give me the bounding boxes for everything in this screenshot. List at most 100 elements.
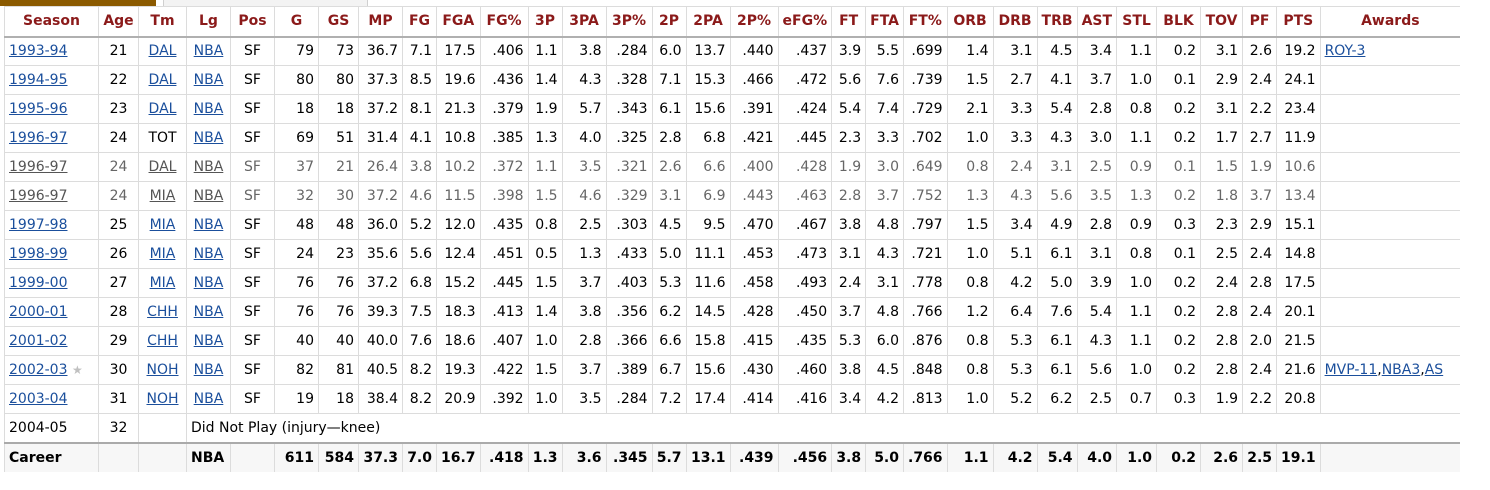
- stat-cell-pts: 21.5: [1276, 326, 1321, 356]
- team-link[interactable]: DAL: [148, 72, 177, 88]
- column-header-age[interactable]: Age: [98, 6, 139, 38]
- column-header-pts[interactable]: PTS: [1276, 6, 1321, 38]
- column-header-fta[interactable]: FTA: [865, 6, 904, 38]
- season-link[interactable]: 1996-97: [9, 188, 68, 204]
- award-link[interactable]: AS: [1424, 362, 1444, 378]
- stat-cell-3pa: 5.7: [561, 94, 607, 124]
- award-link[interactable]: ROY-3: [1324, 43, 1366, 60]
- league-cell: NBA: [186, 65, 231, 95]
- season-link[interactable]: 2003-04: [9, 391, 68, 407]
- column-header-tov[interactable]: TOV: [1200, 6, 1243, 38]
- column-header-3p[interactable]: 3P: [527, 6, 563, 38]
- age-cell: 31: [98, 384, 139, 414]
- season-cell: 2003-04: [4, 384, 99, 414]
- stat-cell-mp: 31.4: [358, 123, 403, 153]
- age-cell: 25: [98, 210, 139, 240]
- team-link[interactable]: CHH: [147, 333, 178, 349]
- column-header-pos[interactable]: Pos: [230, 6, 275, 38]
- season-link[interactable]: 1998-99: [9, 246, 68, 262]
- awards-cell: [1319, 326, 1461, 356]
- stat-cell-fg-: .436: [479, 65, 529, 95]
- season-link[interactable]: 1994-95: [9, 72, 68, 88]
- column-header-ast[interactable]: AST: [1076, 6, 1117, 38]
- league-link[interactable]: NBA: [193, 362, 224, 378]
- team-link[interactable]: CHH: [147, 304, 178, 320]
- stat-cell-fga: 10.8: [436, 123, 481, 153]
- league-link[interactable]: NBA: [193, 101, 224, 117]
- column-header-fg-[interactable]: FG%: [479, 6, 529, 38]
- stat-cell-3p-: .366: [605, 326, 653, 356]
- league-link[interactable]: NBA: [193, 275, 224, 291]
- column-header-fga[interactable]: FGA: [436, 6, 481, 38]
- column-header-g[interactable]: G: [274, 6, 319, 38]
- team-link[interactable]: NOH: [146, 362, 179, 378]
- league-link[interactable]: NBA: [193, 217, 224, 233]
- stat-cell-orb: 1.2: [946, 297, 994, 327]
- league-link[interactable]: NBA: [193, 43, 224, 60]
- column-header-3p-[interactable]: 3P%: [605, 6, 653, 38]
- league-link[interactable]: NBA: [193, 188, 224, 204]
- column-header-fg[interactable]: FG: [402, 6, 437, 38]
- column-header-gs[interactable]: GS: [318, 6, 359, 38]
- column-header-2p[interactable]: 2P: [651, 6, 687, 38]
- stat-cell-drb: 3.3: [992, 123, 1038, 153]
- column-header-ft-[interactable]: FT%: [903, 6, 948, 38]
- team-link[interactable]: MIA: [149, 275, 176, 291]
- stat-cell-blk: 0.3: [1156, 384, 1201, 414]
- stat-cell-trb: 6.2: [1036, 384, 1078, 414]
- team-link[interactable]: NOH: [146, 391, 179, 407]
- column-header-pf[interactable]: PF: [1242, 6, 1277, 38]
- column-header-drb[interactable]: DRB: [992, 6, 1038, 38]
- column-header-lg[interactable]: Lg: [186, 6, 231, 38]
- stat-cell-efg-: .493: [777, 268, 832, 298]
- season-link[interactable]: 1993-94: [9, 43, 68, 60]
- team-cell: DAL: [138, 152, 187, 182]
- stat-cell-2p: 4.5: [651, 210, 687, 240]
- column-header-season[interactable]: Season: [4, 6, 99, 38]
- column-header-3pa[interactable]: 3PA: [561, 6, 607, 38]
- column-header-awards[interactable]: Awards: [1319, 6, 1461, 38]
- stat-cell-fta: 4.8: [865, 297, 904, 327]
- league-link[interactable]: NBA: [193, 72, 224, 88]
- team-link[interactable]: DAL: [148, 159, 177, 175]
- season-link[interactable]: 2002-03: [9, 362, 68, 378]
- season-link[interactable]: 1995-96: [9, 101, 68, 117]
- season-link[interactable]: 2001-02: [9, 333, 68, 349]
- stat-cell-stl: 1.0: [1116, 355, 1157, 385]
- season-link[interactable]: 1999-00: [9, 275, 68, 291]
- team-link[interactable]: MIA: [149, 246, 176, 262]
- tab-inactive[interactable]: [163, 0, 368, 6]
- award-link[interactable]: MVP-11: [1324, 362, 1378, 378]
- column-header-tm[interactable]: Tm: [138, 6, 187, 38]
- season-link[interactable]: 2000-01: [9, 304, 68, 320]
- stat-cell-orb: 1.3: [946, 181, 994, 211]
- season-link[interactable]: 1996-97: [9, 130, 68, 146]
- column-header-ft[interactable]: FT: [831, 6, 866, 38]
- stat-cell-fg: 6.8: [402, 268, 437, 298]
- award-link[interactable]: NBA3: [1381, 362, 1421, 378]
- league-link[interactable]: NBA: [193, 333, 224, 349]
- column-header-efg-[interactable]: eFG%: [777, 6, 832, 38]
- column-header-blk[interactable]: BLK: [1156, 6, 1201, 38]
- column-header-2pa[interactable]: 2PA: [685, 6, 731, 38]
- column-header-2p-[interactable]: 2P%: [729, 6, 779, 38]
- league-link[interactable]: NBA: [193, 246, 224, 262]
- team-link[interactable]: MIA: [149, 188, 176, 204]
- column-header-trb[interactable]: TRB: [1036, 6, 1078, 38]
- league-link[interactable]: NBA: [193, 304, 224, 320]
- team-link[interactable]: MIA: [149, 217, 176, 233]
- league-link[interactable]: NBA: [193, 391, 224, 407]
- league-link[interactable]: NBA: [193, 159, 224, 175]
- stat-cell-pts: 15.1: [1276, 210, 1321, 240]
- stat-cell-fga: 19.3: [436, 355, 481, 385]
- column-header-stl[interactable]: STL: [1116, 6, 1157, 38]
- team-link[interactable]: DAL: [148, 101, 177, 117]
- season-link[interactable]: 1996-97: [9, 159, 68, 175]
- league-link[interactable]: NBA: [193, 130, 224, 146]
- season-link[interactable]: 1997-98: [9, 217, 68, 233]
- column-header-orb[interactable]: ORB: [946, 6, 994, 38]
- stat-cell-fga: 21.3: [436, 94, 481, 124]
- tab-active-indicator[interactable]: [0, 0, 156, 6]
- column-header-mp[interactable]: MP: [358, 6, 403, 38]
- team-link[interactable]: DAL: [148, 43, 177, 60]
